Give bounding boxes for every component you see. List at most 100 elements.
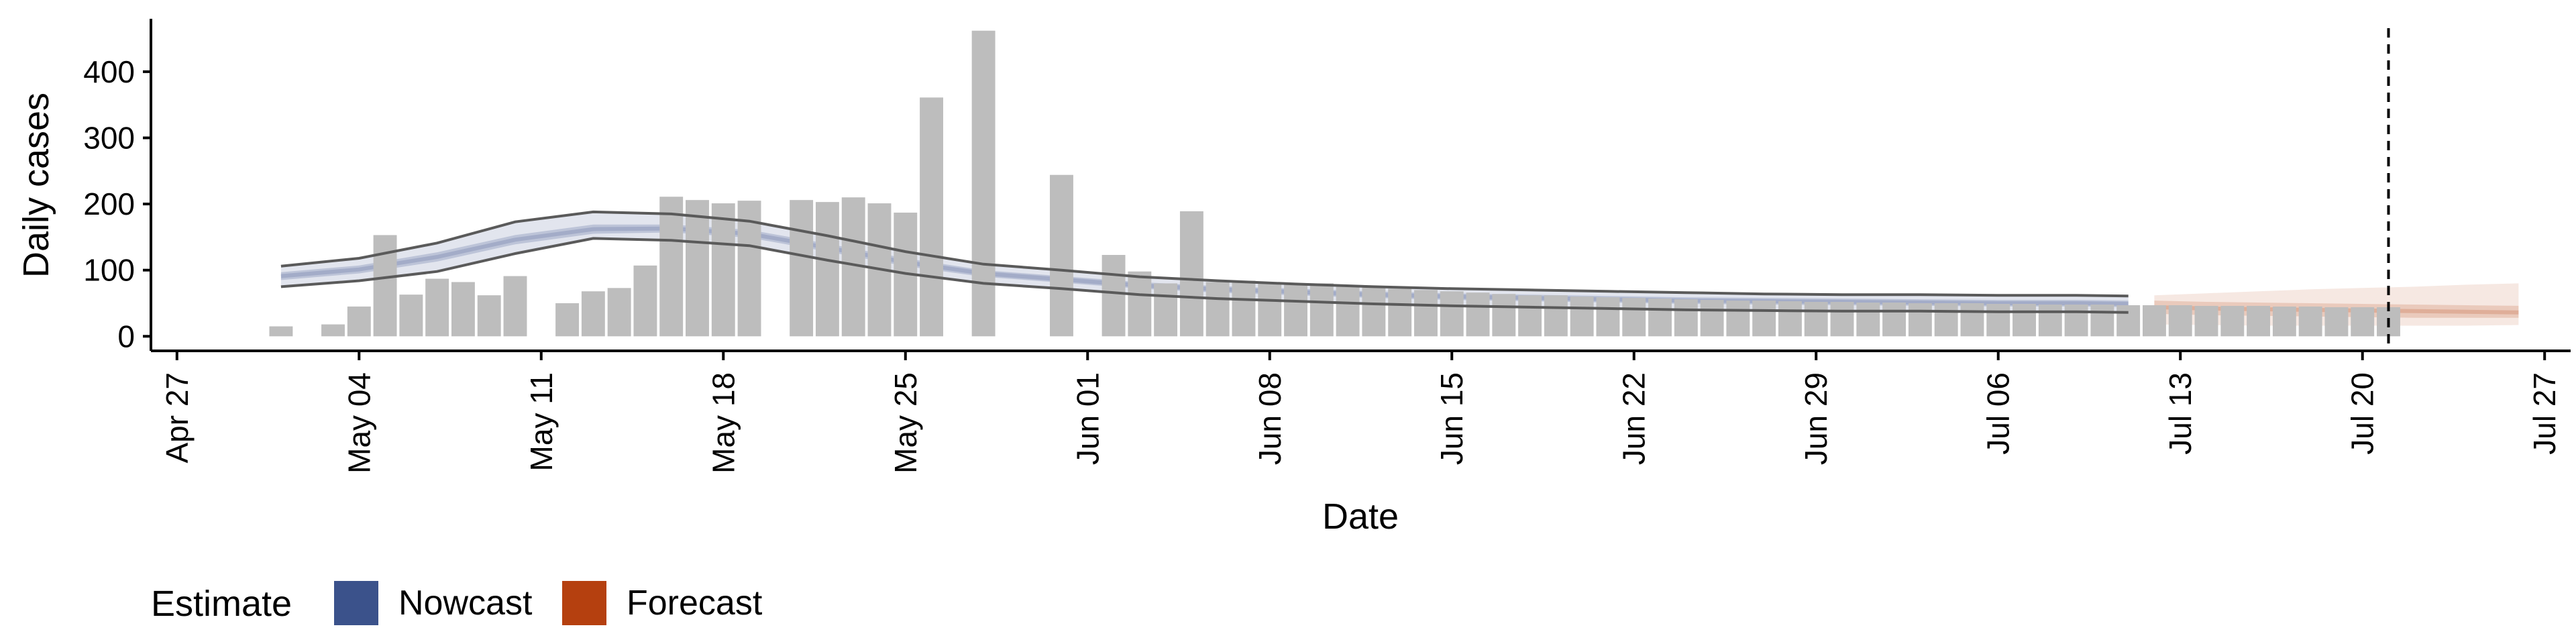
case-bar (1336, 286, 1360, 337)
case-bar (607, 288, 631, 337)
case-bar (1492, 294, 1516, 337)
y-tick-label: 100 (83, 253, 135, 288)
x-tick-label: Jun 29 (1799, 372, 1833, 465)
legend: Estimate Nowcast Forecast (151, 581, 763, 625)
case-bar (1778, 301, 1802, 337)
case-bar (2168, 305, 2192, 337)
case-bar (1882, 303, 1907, 337)
forecast-band-90 (2154, 283, 2519, 326)
nowcast-lower-bound-line (280, 237, 2129, 314)
case-bar (2247, 305, 2271, 337)
case-bar (790, 200, 814, 337)
case-bar (347, 306, 371, 337)
x-tick-label: May 18 (706, 372, 741, 474)
case-bar (1570, 297, 1594, 337)
y-tick-label: 0 (117, 319, 135, 354)
case-bar (1388, 288, 1412, 337)
case-bar (2220, 305, 2245, 337)
case-bar (1856, 303, 1880, 337)
case-bar (1544, 295, 1568, 337)
case-bar (1414, 290, 1438, 337)
case-bar (1205, 282, 1230, 337)
case-bar (1466, 292, 1490, 337)
case-bar (971, 30, 996, 337)
case-bar (1362, 287, 1386, 337)
case-bar (1830, 302, 1854, 337)
case-bar (399, 294, 423, 337)
case-bar (1102, 255, 1126, 337)
case-bar (1232, 280, 1256, 337)
case-bar (1128, 271, 1152, 337)
x-tick-label: Jun 01 (1070, 372, 1105, 465)
case-bar (633, 265, 657, 337)
x-tick-label: May 04 (341, 372, 376, 474)
case-bar (2142, 305, 2166, 337)
case-bar (1648, 299, 1672, 337)
legend-swatch-forecast (562, 581, 606, 625)
case-bar (269, 326, 293, 337)
case-bar (1960, 303, 1984, 337)
case-bar (1440, 291, 1464, 337)
case-bar (2090, 304, 2114, 337)
case-bar (451, 282, 475, 337)
case-bar (2324, 307, 2349, 337)
legend-label-forecast: Forecast (627, 584, 763, 623)
case-bar (1518, 295, 1542, 337)
case-bar (711, 203, 735, 337)
x-tick-label: Apr 27 (160, 372, 195, 464)
case-bar (2038, 304, 2062, 337)
case-bar (686, 200, 709, 337)
case-bar (1908, 303, 1932, 337)
y-tick-label: 300 (83, 120, 135, 155)
case-bar (920, 97, 944, 337)
case-bar (321, 324, 345, 337)
nowcast-upper-bound-line (280, 210, 2129, 298)
x-tick-label: May 25 (888, 372, 923, 474)
case-bar (1674, 299, 1698, 337)
case-bar (503, 276, 527, 337)
case-bar (2194, 305, 2218, 337)
case-bar (477, 295, 501, 337)
case-bar (659, 197, 684, 337)
x-tick-label: Jul 20 (2345, 372, 2380, 455)
case-bar (815, 202, 839, 337)
legend-title: Estimate (151, 584, 292, 624)
case-bar (581, 291, 605, 337)
case-bar (425, 278, 449, 337)
case-bar (1700, 300, 1724, 337)
case-bar (2116, 305, 2141, 337)
x-tick-label: Jul 13 (2163, 372, 2198, 455)
x-axis-ticks: Apr 27 May 04 May 11 May 18 May 25 Jun 01 Jun … (160, 351, 2562, 474)
x-tick-label: Jun 08 (1252, 372, 1287, 465)
case-bar (1986, 303, 2010, 337)
legend-label-nowcast: Nowcast (398, 584, 533, 623)
x-axis-label: Date (1322, 496, 1399, 537)
case-bar (1596, 297, 1620, 337)
nowcast-band-50 (280, 224, 2129, 307)
y-axis-label: Daily cases (16, 93, 56, 278)
case-bar (1258, 283, 1282, 337)
x-tick-label: Jun 22 (1617, 372, 1652, 465)
y-tick-label: 400 (83, 54, 135, 89)
case-bar (1934, 303, 1958, 337)
case-bar (555, 303, 580, 337)
reported-case-bars (269, 30, 2400, 337)
case-bar (2351, 307, 2375, 337)
case-bar (2012, 303, 2036, 337)
case-bar (2064, 304, 2088, 337)
y-axis-ticks: 0 100 200 300 400 (83, 54, 151, 354)
case-bar (1050, 174, 1073, 337)
case-bar (1309, 283, 1334, 337)
case-bar (1622, 298, 1646, 337)
estimate-bound-lines (280, 210, 2129, 314)
case-bar (2298, 306, 2322, 337)
case-bar (2272, 306, 2296, 337)
x-tick-label: May 11 (524, 372, 559, 471)
case-bar (1179, 211, 1203, 337)
legend-swatch-nowcast (334, 581, 378, 625)
case-bar (1154, 283, 1178, 337)
case-bar (1752, 301, 1776, 337)
x-tick-label: Jul 06 (1981, 372, 2016, 455)
case-bar (1804, 302, 1828, 337)
